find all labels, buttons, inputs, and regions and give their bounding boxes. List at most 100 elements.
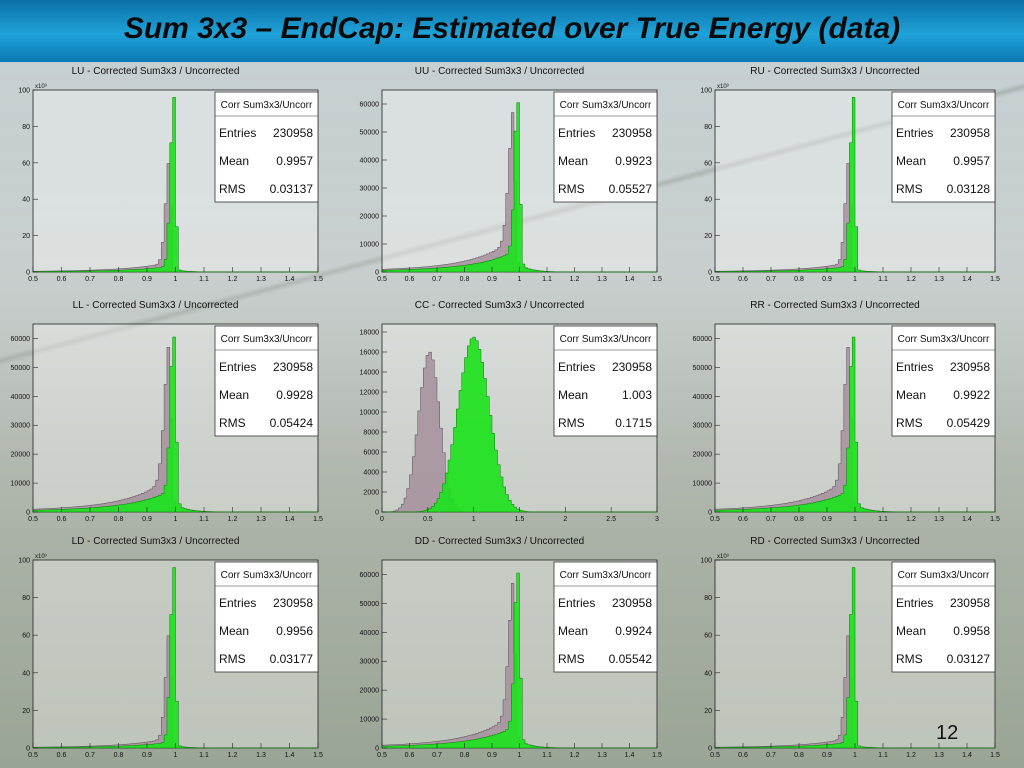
y-tick-label: 40 [22,670,30,677]
y-exponent-label: x10³ [35,554,47,560]
x-tick-label: 0.8 [794,516,804,523]
panel-title: RR - Corrected Sum3x3 / Uncorrected [750,300,920,311]
stats-label: Mean [896,388,926,402]
x-tick-label: 1.3 [597,752,607,759]
stats-label: Mean [219,388,249,402]
x-tick-label: 1.2 [906,516,916,523]
stats-box [214,325,319,437]
stats-value: 0.9957 [953,154,990,168]
x-tick-label: 0.5 [28,752,38,759]
corrected-histogram [32,336,318,513]
x-tick-label: 0.6 [738,752,748,759]
stats-value: 0.03177 [270,652,314,666]
y-tick-label: 40 [704,670,712,677]
x-tick-label: 1 [472,516,476,523]
stats-label: RMS [896,182,923,196]
stats-value: 0.05429 [947,416,991,430]
x-tick-label: 1.2 [570,276,580,283]
stats-name: Corr Sum3x3/Uncorr [221,334,313,345]
y-tick-label: 60000 [693,336,713,343]
y-tick-label: 50000 [360,130,380,137]
stats-value: 0.9957 [276,154,313,168]
stats-label: Mean [558,388,588,402]
y-tick-label: 30000 [360,186,380,193]
y-tick-label: 12000 [360,390,380,397]
x-tick-label: 0.7 [432,752,442,759]
y-tick-label: 40000 [360,158,380,165]
x-tick-label: 1.5 [990,752,1000,759]
x-tick-label: 0.8 [114,516,124,523]
y-tick-label: 20 [22,233,30,240]
y-tick-label: 6000 [363,450,379,457]
stats-name: Corr Sum3x3/Uncorr [221,100,313,111]
stats-value: 0.9928 [276,388,313,402]
x-tick-label: 1.3 [934,516,944,523]
y-tick-label: 18000 [360,330,380,337]
x-tick-label: 1.5 [990,516,1000,523]
x-tick-label: 1.5 [652,752,662,759]
y-tick-label: 30000 [11,423,31,430]
stats-value: 230958 [273,596,313,610]
y-tick-label: 20000 [360,688,380,695]
y-tick-label: 4000 [363,470,379,477]
y-tick-label: 0 [375,270,379,277]
x-tick-label: 1.1 [199,516,209,523]
y-tick-label: 0 [375,510,379,517]
corrected-histogram [32,97,318,273]
x-tick-label: 0.5 [377,752,387,759]
x-tick-label: 0.7 [432,276,442,283]
y-exponent-label: x10³ [717,84,729,90]
x-tick-label: 1.3 [256,516,266,523]
x-tick-label: 1 [518,276,522,283]
x-tick-label: 0.6 [57,752,67,759]
x-tick-label: 0.6 [57,276,67,283]
stats-label: Entries [896,360,933,374]
stats-label: Entries [219,360,256,374]
stats-value: 230958 [950,126,990,140]
y-tick-label: 100 [18,558,30,565]
x-tick-label: 0.9 [822,752,832,759]
x-tick-label: 0.7 [85,516,95,523]
x-tick-label: 0.8 [460,276,470,283]
stats-name: Corr Sum3x3/Uncorr [560,334,652,345]
y-tick-label: 40000 [693,394,713,401]
corrected-histogram [32,567,318,749]
stats-label: Entries [896,126,933,140]
x-tick-label: 1.3 [597,276,607,283]
corrected-histogram [382,336,657,513]
corrected-histogram [714,97,995,273]
x-tick-label: 1.3 [256,752,266,759]
panel-title: CC - Corrected Sum3x3 / Uncorrected [415,300,585,311]
stats-box [891,91,996,203]
corrected-histogram [381,102,657,273]
panel-title: LL - Corrected Sum3x3 / Uncorrected [73,300,239,311]
x-tick-label: 1 [174,752,178,759]
stats-label: RMS [896,416,923,430]
x-tick-label: 1 [853,276,857,283]
stats-name: Corr Sum3x3/Uncorr [221,570,313,581]
x-tick-label: 1.2 [228,276,238,283]
x-tick-label: 1 [174,516,178,523]
stats-value: 1.003 [622,388,652,402]
x-tick-label: 0.8 [114,276,124,283]
stats-label: Entries [219,126,256,140]
stats-label: Mean [219,624,249,638]
x-tick-label: 1.5 [515,516,525,523]
corrected-histogram [381,572,657,749]
x-tick-label: 1.4 [962,276,972,283]
title-bar [0,0,1024,62]
x-tick-label: 0.8 [794,276,804,283]
stats-label: RMS [219,416,246,430]
x-tick-label: 0.9 [142,276,152,283]
y-tick-label: 50000 [11,365,31,372]
y-tick-label: 20 [22,708,30,715]
panel-title: LD - Corrected Sum3x3 / Uncorrected [72,536,240,547]
y-exponent-label: x10³ [717,554,729,560]
y-tick-label: 60000 [360,102,380,109]
page-number: 12 [936,722,959,744]
x-tick-label: 0.8 [460,752,470,759]
x-tick-label: 1 [518,752,522,759]
stats-value: 0.05527 [609,182,653,196]
x-tick-label: 0.5 [423,516,433,523]
x-tick-label: 0.7 [85,276,95,283]
